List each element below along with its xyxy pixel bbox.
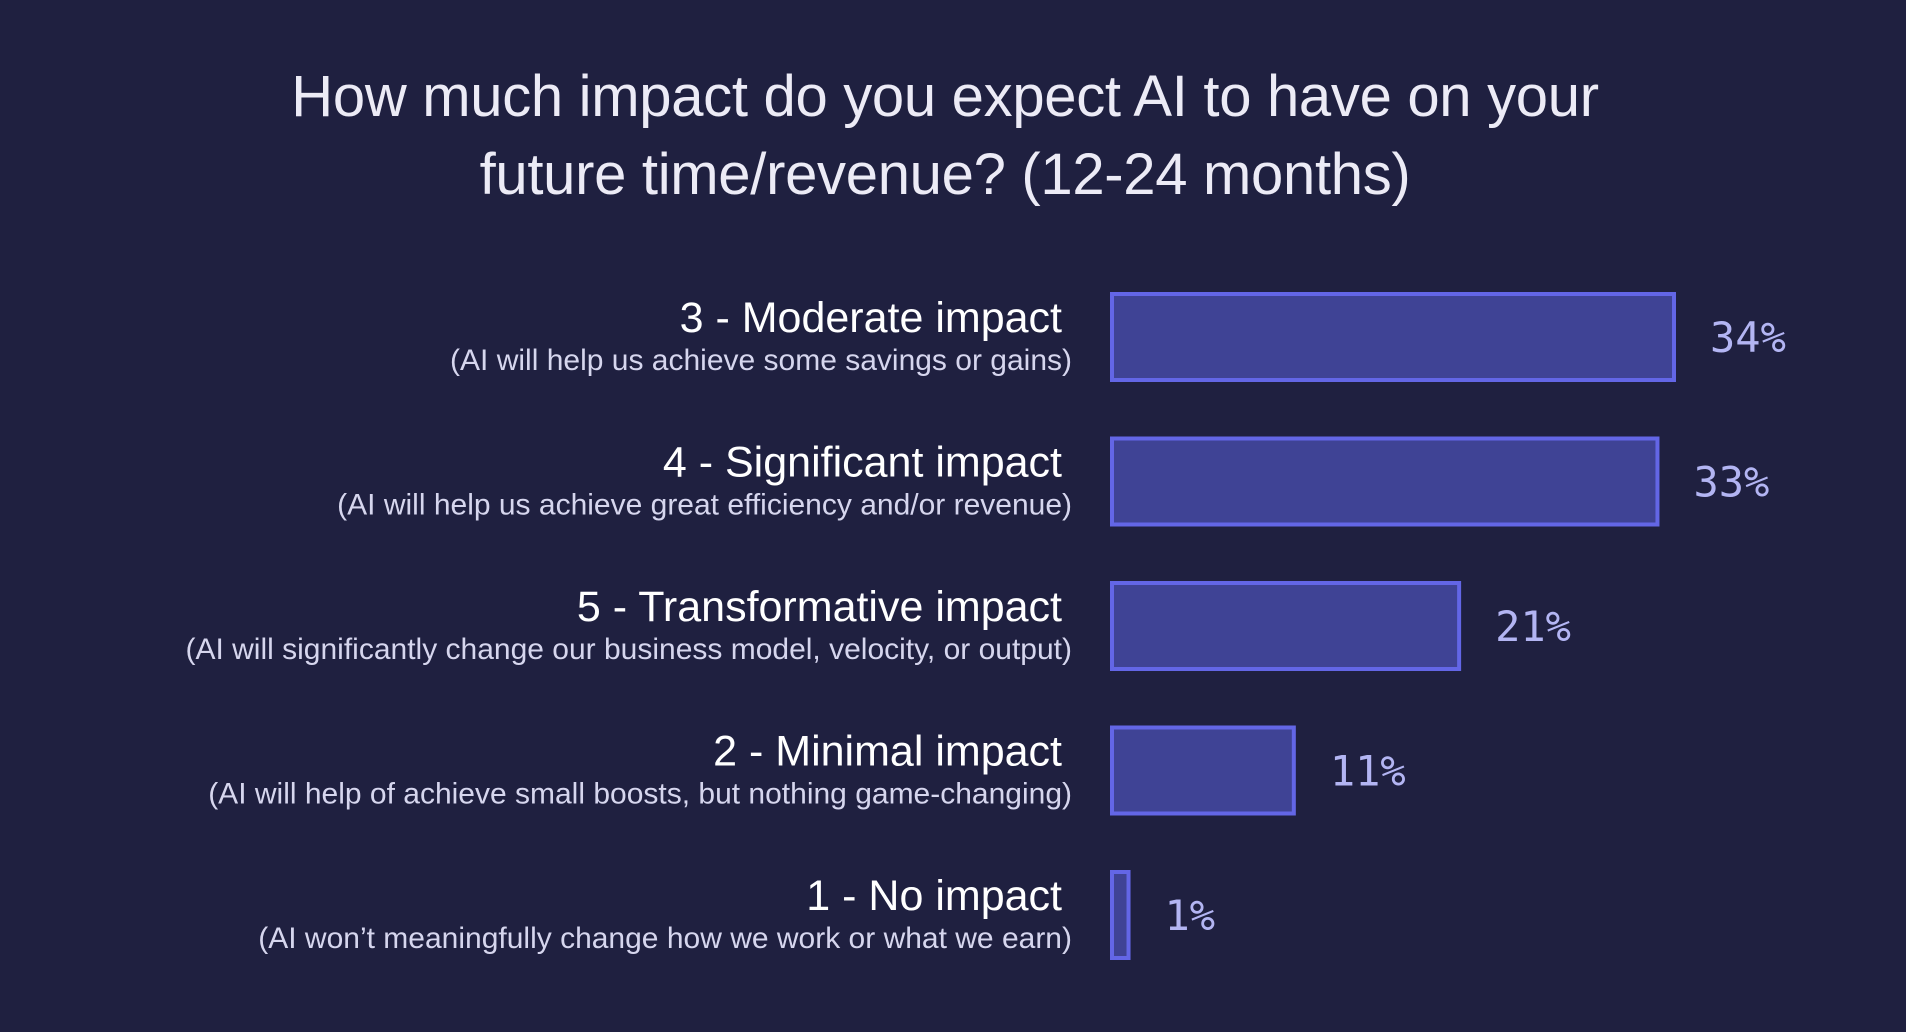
chart-title-line-2: future time/revenue? (12-24 months) — [479, 142, 1411, 207]
bar — [1110, 292, 1676, 382]
bar — [1110, 870, 1131, 960]
value-label: 1% — [1165, 891, 1216, 940]
chart-title-line-1: How much impact do you expect AI to have… — [291, 64, 1599, 129]
bar-row: 1% 1 - No impact(AI won’t meaningfully ch… — [258, 870, 1216, 960]
value-label: 11% — [1330, 747, 1406, 796]
category-label: 3 - Moderate impact — [680, 294, 1062, 342]
bar-row: 21% 5 - Transformative impact(AI will sig… — [185, 581, 1571, 671]
chart-title: How much impact do you expect AI to have… — [0, 58, 1890, 214]
value-label: 21% — [1495, 602, 1571, 651]
value-label: 34% — [1710, 313, 1786, 362]
bar — [1110, 436, 1660, 527]
bar — [1110, 725, 1296, 816]
category-description: (AI will help us achieve great efficienc… — [337, 489, 1072, 522]
category-label: 2 - Minimal impact — [713, 728, 1062, 776]
value-label: 33% — [1693, 458, 1769, 507]
category-description: (AI won’t meaningfully change how we wor… — [258, 922, 1072, 955]
bar-row: 11% 2 - Minimal impact(AI will help of ac… — [208, 725, 1406, 816]
bar-row: 34% 3 - Moderate impact(AI will help us a… — [450, 292, 1786, 382]
category-description: (AI will help of achieve small boosts, b… — [208, 778, 1072, 811]
category-description: (AI will significantly change our busine… — [185, 633, 1072, 666]
bar-row: 33% 4 - Significant impact(AI will help u… — [337, 436, 1769, 527]
category-label: 4 - Significant impact — [663, 439, 1062, 487]
bar — [1110, 581, 1462, 671]
category-label: 5 - Transformative impact — [577, 583, 1062, 631]
category-label: 1 - No impact — [806, 872, 1062, 920]
category-description: (AI will help us achieve some savings or… — [450, 344, 1072, 377]
